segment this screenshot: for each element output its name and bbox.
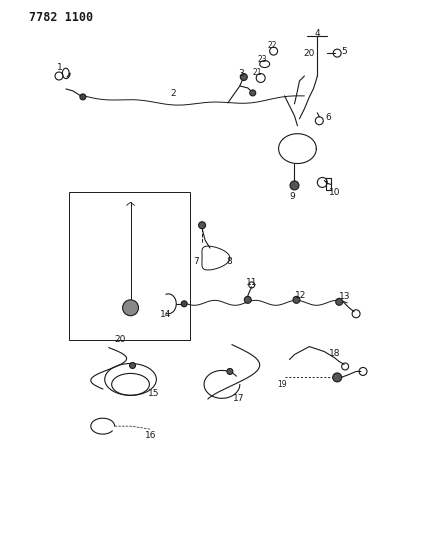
Circle shape <box>227 368 233 375</box>
Circle shape <box>336 298 343 305</box>
Text: 2: 2 <box>170 89 176 98</box>
Text: 6: 6 <box>325 113 331 122</box>
Text: 19: 19 <box>278 381 287 390</box>
Text: 20: 20 <box>115 335 126 344</box>
Text: 18: 18 <box>329 349 341 358</box>
Text: 5: 5 <box>341 47 347 56</box>
Circle shape <box>130 362 136 368</box>
Text: 14: 14 <box>160 310 172 319</box>
Text: 21: 21 <box>253 68 262 77</box>
Text: 12: 12 <box>294 291 306 300</box>
Text: 16: 16 <box>146 431 157 440</box>
Text: 13: 13 <box>339 292 351 301</box>
Circle shape <box>290 181 299 190</box>
Circle shape <box>293 296 300 303</box>
Text: 8: 8 <box>226 257 232 266</box>
Text: 15: 15 <box>149 389 160 398</box>
Circle shape <box>80 94 86 100</box>
Circle shape <box>241 74 247 80</box>
Text: 23: 23 <box>258 55 268 64</box>
Circle shape <box>250 90 256 96</box>
Text: 1: 1 <box>57 63 63 72</box>
Text: 4: 4 <box>314 29 320 38</box>
Text: 3: 3 <box>238 69 244 78</box>
Text: 7782 1100: 7782 1100 <box>29 11 93 25</box>
Text: 7: 7 <box>193 257 199 266</box>
Circle shape <box>199 222 205 229</box>
Circle shape <box>181 301 187 307</box>
Text: 11: 11 <box>246 278 257 287</box>
Text: 20: 20 <box>303 49 315 58</box>
Text: 17: 17 <box>233 394 244 403</box>
Bar <box>69 192 190 340</box>
Circle shape <box>122 300 139 316</box>
Text: 22: 22 <box>268 41 277 50</box>
Circle shape <box>333 373 342 382</box>
Text: 10: 10 <box>329 188 341 197</box>
Text: 9: 9 <box>289 192 295 201</box>
Circle shape <box>244 296 251 303</box>
